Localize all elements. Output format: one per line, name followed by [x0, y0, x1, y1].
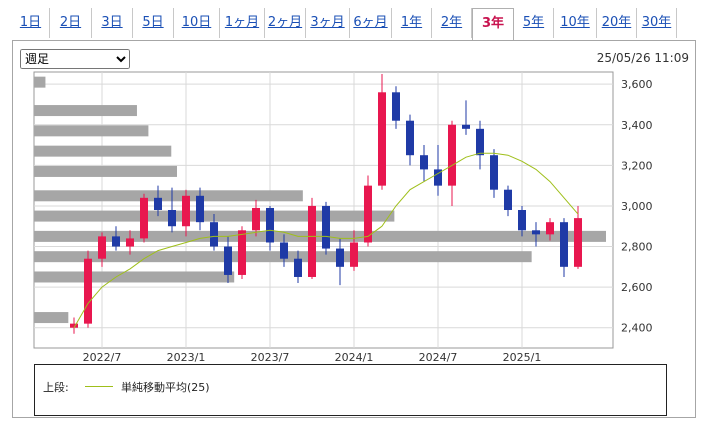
tab-2ヶ月[interactable]: 2ヶ月: [265, 8, 306, 38]
ma-legend-text: 単純移動平均(25): [121, 381, 210, 394]
candle-body: [98, 236, 106, 259]
tab-10年[interactable]: 10年: [554, 8, 597, 38]
candle-body: [224, 246, 232, 275]
candle-body: [434, 169, 442, 186]
candle-body: [448, 124, 456, 186]
candle-body: [420, 155, 428, 170]
candle-body: [336, 248, 344, 267]
candle-body: [350, 242, 358, 267]
volume-profile-bar: [34, 76, 46, 88]
candle-body: [490, 155, 498, 190]
tab-3日[interactable]: 3日: [92, 8, 133, 38]
x-tick-label: 2024/1: [335, 351, 374, 364]
x-tick-label: 2022/7: [83, 351, 122, 364]
tab-2年[interactable]: 2年: [432, 8, 472, 38]
legend-box: 上段: 単純移動平均(25): [34, 364, 667, 416]
candle-body: [210, 222, 218, 247]
candle-body: [532, 230, 540, 235]
candle-body: [294, 258, 302, 277]
period-select[interactable]: 週足: [20, 49, 130, 69]
volume-profile-bar: [34, 145, 172, 157]
candle-body: [462, 124, 470, 129]
candle-body: [574, 218, 582, 267]
volume-profile-bar: [34, 125, 149, 137]
candle-body: [560, 222, 568, 267]
tab-20年[interactable]: 20年: [597, 8, 637, 38]
candle-body: [378, 92, 386, 186]
candle-body: [392, 92, 400, 121]
volume-profile-bar: [34, 271, 235, 283]
tab-1日[interactable]: 1日: [12, 8, 50, 38]
tab-6ヶ月[interactable]: 6ヶ月: [350, 8, 392, 38]
tab-1ヶ月[interactable]: 1ヶ月: [220, 8, 265, 38]
candle-body: [70, 323, 78, 328]
candle-body: [112, 236, 120, 247]
candle-body: [252, 207, 260, 231]
moving-average-line: [73, 152, 579, 328]
candle-body: [476, 128, 484, 156]
candle-body: [154, 197, 162, 210]
volume-profile-bar: [34, 165, 177, 177]
y-tick-label: 3,600: [621, 78, 653, 91]
tab-5年[interactable]: 5年: [514, 8, 554, 38]
y-tick-label: 3,200: [621, 159, 653, 172]
candle-body: [266, 207, 274, 243]
candle-body: [182, 195, 190, 227]
volume-profile-bar: [34, 312, 69, 324]
candle-body: [196, 195, 204, 223]
candle-body: [546, 222, 554, 235]
timestamp: 25/05/26 11:09: [596, 51, 689, 65]
tab-3ヶ月[interactable]: 3ヶ月: [306, 8, 350, 38]
tab-5日[interactable]: 5日: [133, 8, 174, 38]
y-tick-label: 2,400: [621, 322, 653, 335]
tab-1年[interactable]: 1年: [392, 8, 432, 38]
candle-body: [126, 238, 134, 247]
y-tick-label: 2,800: [621, 241, 653, 254]
candle-body: [168, 210, 176, 227]
candle-body: [364, 185, 372, 243]
x-tick-label: 2023/1: [167, 351, 206, 364]
tab-2日[interactable]: 2日: [50, 8, 92, 38]
candle-body: [140, 197, 148, 239]
tab-3年[interactable]: 3年: [472, 8, 514, 40]
x-tick-label: 2025/1: [503, 351, 542, 364]
y-tick-label: 2,600: [621, 281, 653, 294]
tab-30年[interactable]: 30年: [637, 8, 677, 38]
candle-body: [504, 189, 512, 210]
candle-body: [280, 242, 288, 259]
volume-profile-bar: [34, 105, 137, 117]
x-tick-label: 2024/7: [419, 351, 458, 364]
candle-body: [322, 205, 330, 249]
legend-label: 上段:: [43, 381, 69, 394]
volume-profile-bar: [34, 190, 303, 202]
candle-body: [84, 258, 92, 324]
period-tab-bar: 1日 2日 3日 5日 10日 1ヶ月 2ヶ月 3ヶ月 6ヶ月 1年 2年 3年 5年 10年 20年 30年: [0, 0, 703, 40]
tab-10日[interactable]: 10日: [174, 8, 220, 38]
candle-body: [406, 120, 414, 156]
y-tick-label: 3,000: [621, 200, 653, 213]
candle-body: [238, 230, 246, 275]
y-tick-label: 3,400: [621, 119, 653, 132]
ma-legend-swatch: [85, 386, 113, 387]
candle-body: [518, 210, 526, 231]
x-tick-label: 2023/7: [251, 351, 290, 364]
candle-body: [308, 205, 316, 277]
